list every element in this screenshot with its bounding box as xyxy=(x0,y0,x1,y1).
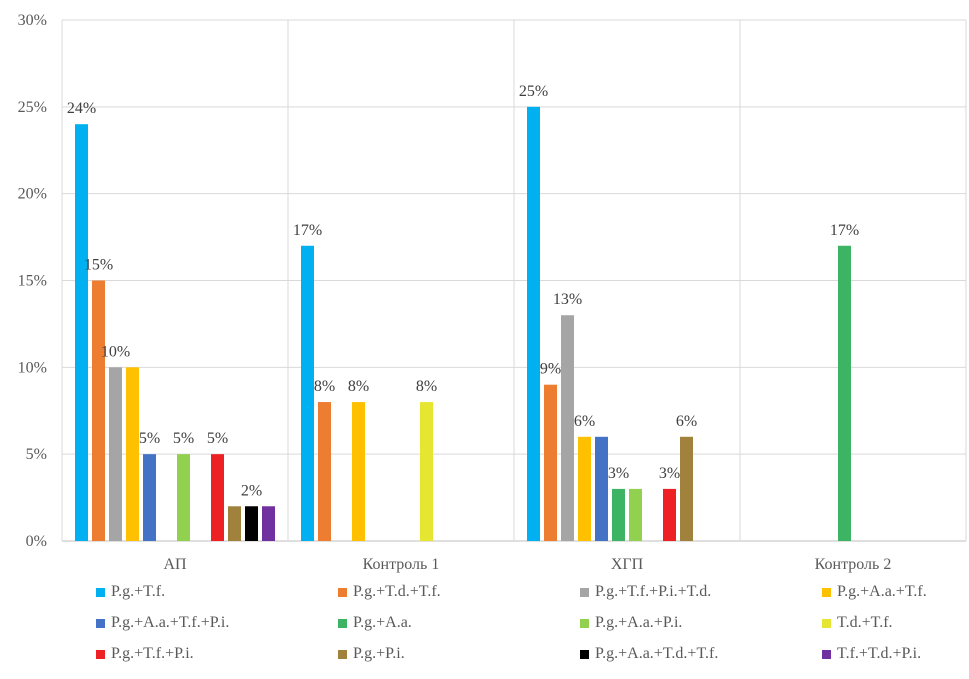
data-label: 3% xyxy=(659,465,680,482)
legend-label: T.f.+T.d.+P.i. xyxy=(837,645,922,662)
legend-label: P.g.+P.i. xyxy=(353,645,405,662)
bar xyxy=(680,436,693,541)
bar xyxy=(143,454,156,541)
bar xyxy=(318,402,331,541)
bar xyxy=(301,245,314,541)
legend-label: P.g.+A.a. xyxy=(353,614,412,631)
bar xyxy=(612,488,625,541)
data-label: 17% xyxy=(830,222,859,239)
bar xyxy=(838,245,851,541)
data-label: 2% xyxy=(241,482,262,499)
y-tick-label: 25% xyxy=(18,99,47,116)
legend-item: P.g.+A.a. xyxy=(338,613,580,633)
y-tick-label: 5% xyxy=(26,446,47,463)
legend-label: T.d.+T.f. xyxy=(837,614,893,631)
legend-item: T.d.+T.f. xyxy=(822,613,966,633)
bar xyxy=(245,506,258,541)
x-category-label: АП xyxy=(163,556,187,573)
legend-swatch xyxy=(338,649,347,659)
y-tick-label: 10% xyxy=(18,359,47,376)
bar xyxy=(92,280,105,541)
legend-label: P.g.+A.a.+P.i. xyxy=(595,614,683,631)
bar xyxy=(629,488,642,541)
bar xyxy=(561,315,574,541)
bar xyxy=(663,488,676,541)
bar xyxy=(595,436,608,541)
legend-label: P.g.+T.f. xyxy=(111,583,166,600)
legend-label: P.g.+T.d.+T.f. xyxy=(353,583,441,600)
bar xyxy=(262,506,275,541)
legend-swatch xyxy=(822,587,831,597)
x-category-label: Контроль 2 xyxy=(815,556,892,573)
legend-item: P.g.+T.f. xyxy=(96,582,338,602)
legend-label: P.g.+A.a.+T.f. xyxy=(837,583,927,600)
y-tick-label: 0% xyxy=(26,533,47,550)
legend-item: P.g.+T.f.+P.i. xyxy=(96,644,338,664)
x-category-label: ХГП xyxy=(611,556,644,573)
bar xyxy=(578,436,591,541)
legend-item: P.g.+P.i. xyxy=(338,644,580,664)
y-tick-label: 20% xyxy=(18,186,47,203)
y-tick-label: 30% xyxy=(18,12,47,29)
legend-swatch xyxy=(96,587,105,597)
legend-item: P.g.+A.a.+P.i. xyxy=(580,613,822,633)
legend-swatch xyxy=(580,649,589,659)
legend-label: P.g.+T.f.+P.i. xyxy=(111,645,194,662)
legend-swatch xyxy=(822,649,831,659)
data-label: 3% xyxy=(608,465,629,482)
legend-item: P.g.+T.d.+T.f. xyxy=(338,582,580,602)
bar xyxy=(527,106,540,541)
legend-item: P.g.+A.a.+T.f. xyxy=(822,582,966,602)
data-label: 8% xyxy=(416,378,437,395)
legend-swatch xyxy=(96,618,105,628)
legend-item: T.f.+T.d.+P.i. xyxy=(822,644,966,664)
legend-label: P.g.+A.a.+T.d.+T.f. xyxy=(595,645,719,662)
data-label: 5% xyxy=(173,430,194,447)
legend-item: P.g.+A.a.+T.d.+T.f. xyxy=(580,644,822,664)
data-label: 5% xyxy=(139,430,160,447)
bar xyxy=(211,454,224,541)
bar xyxy=(109,367,122,541)
legend-item: P.g.+T.f.+P.i.+T.d. xyxy=(580,582,822,602)
data-label: 17% xyxy=(293,222,322,239)
data-label: 8% xyxy=(348,378,369,395)
legend-swatch xyxy=(822,618,831,628)
x-category-label: Контроль 1 xyxy=(363,556,440,573)
chart-legend: P.g.+T.f. P.g.+T.d.+T.f. P.g.+T.f.+P.i.+T.… xyxy=(96,582,966,664)
legend-label: P.g.+A.a.+T.f.+P.i. xyxy=(111,614,230,631)
legend-swatch xyxy=(338,587,347,597)
data-label: 6% xyxy=(574,413,595,430)
legend-swatch xyxy=(580,587,589,597)
data-label: 8% xyxy=(314,378,335,395)
data-label: 25% xyxy=(519,83,548,100)
legend-item: P.g.+A.a.+T.f.+P.i. xyxy=(96,613,338,633)
legend-swatch xyxy=(96,649,105,659)
bar xyxy=(126,367,139,541)
legend-label: P.g.+T.f.+P.i.+T.d. xyxy=(595,583,712,600)
bar xyxy=(75,124,88,541)
bar xyxy=(544,384,557,541)
legend-swatch xyxy=(580,618,589,628)
data-label: 15% xyxy=(84,257,113,274)
bar xyxy=(228,506,241,541)
data-label: 24% xyxy=(67,100,96,117)
data-label: 9% xyxy=(540,361,561,378)
bar xyxy=(420,402,433,541)
data-label: 13% xyxy=(553,291,582,308)
y-tick-label: 15% xyxy=(18,273,47,290)
data-label: 6% xyxy=(676,413,697,430)
bar xyxy=(177,454,190,541)
bar xyxy=(352,402,365,541)
data-label: 5% xyxy=(207,430,228,447)
data-label: 10% xyxy=(101,343,130,360)
legend-swatch xyxy=(338,618,347,628)
